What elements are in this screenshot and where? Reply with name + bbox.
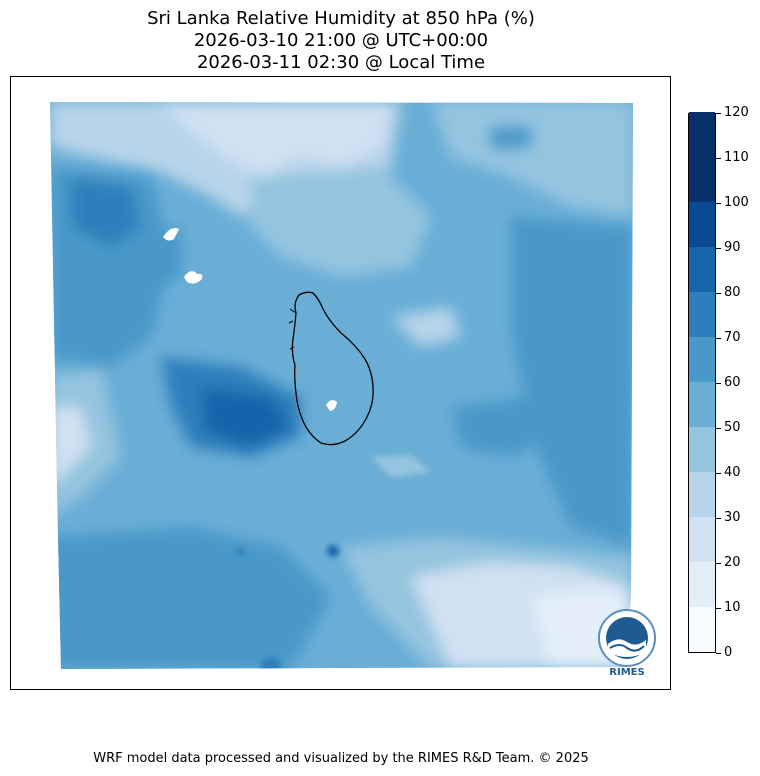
colorbar-tick-label: 10 <box>724 600 741 615</box>
colorbar-tick <box>716 473 721 474</box>
humidity-field <box>50 102 633 669</box>
rimes-logo: RIMES <box>598 609 656 678</box>
colorbar-tick <box>716 518 721 519</box>
colorbar-tick-label: 120 <box>724 105 749 120</box>
colorbar-tick-label: 50 <box>724 420 741 435</box>
colorbar-tick-label: 0 <box>724 645 733 660</box>
colorbar-tick-label: 90 <box>724 240 741 255</box>
sri-lanka-coastline <box>291 291 374 446</box>
map-panel <box>10 76 671 690</box>
colorbar-tick <box>716 203 721 204</box>
colorbar-segment <box>689 291 715 337</box>
colorbar-segment <box>689 516 715 562</box>
utc-time-label: 2026-03-10 21:00 @ UTC+00:00 <box>193 30 489 51</box>
colorbar-segment <box>689 246 715 292</box>
local-time-label: 2026-03-11 02:30 @ Local Time <box>196 52 486 73</box>
colorbar-tick-label: 80 <box>724 285 741 300</box>
colorbar-segment <box>689 471 715 517</box>
colorbar-tick-label: 40 <box>724 465 741 480</box>
colorbar-segment <box>689 201 715 247</box>
colorbar-tick-label: 70 <box>724 330 741 345</box>
colorbar-tick <box>716 608 721 609</box>
colorbar-tick <box>716 248 721 249</box>
colorbar-tick <box>716 653 721 654</box>
colorbar-tick <box>716 563 721 564</box>
colorbar-tick <box>716 113 721 114</box>
colorbar-tick-label: 110 <box>724 150 749 165</box>
colorbar-tick <box>716 428 721 429</box>
colorbar-segment <box>689 606 715 652</box>
colorbar-segment <box>689 381 715 427</box>
colorbar-tick <box>716 158 721 159</box>
colorbar-segment <box>689 426 715 472</box>
colorbar-segment <box>689 561 715 607</box>
colorbar <box>688 111 716 653</box>
colorbar-tick-label: 60 <box>724 375 741 390</box>
colorbar-segment <box>689 111 715 157</box>
colorbar-tick-label: 100 <box>724 195 749 210</box>
colorbar-tick-label: 30 <box>724 510 741 525</box>
colorbar-segment <box>689 156 715 202</box>
colorbar-tick <box>716 383 721 384</box>
logo-text: RIMES <box>609 667 644 678</box>
colorbar-tick-label: 20 <box>724 555 741 570</box>
footer-credit: WRF model data processed and visualized … <box>93 751 589 766</box>
map-title: Sri Lanka Relative Humidity at 850 hPa (… <box>147 8 535 29</box>
colorbar-tick <box>716 293 721 294</box>
colorbar-segment <box>689 336 715 382</box>
colorbar-tick <box>716 338 721 339</box>
